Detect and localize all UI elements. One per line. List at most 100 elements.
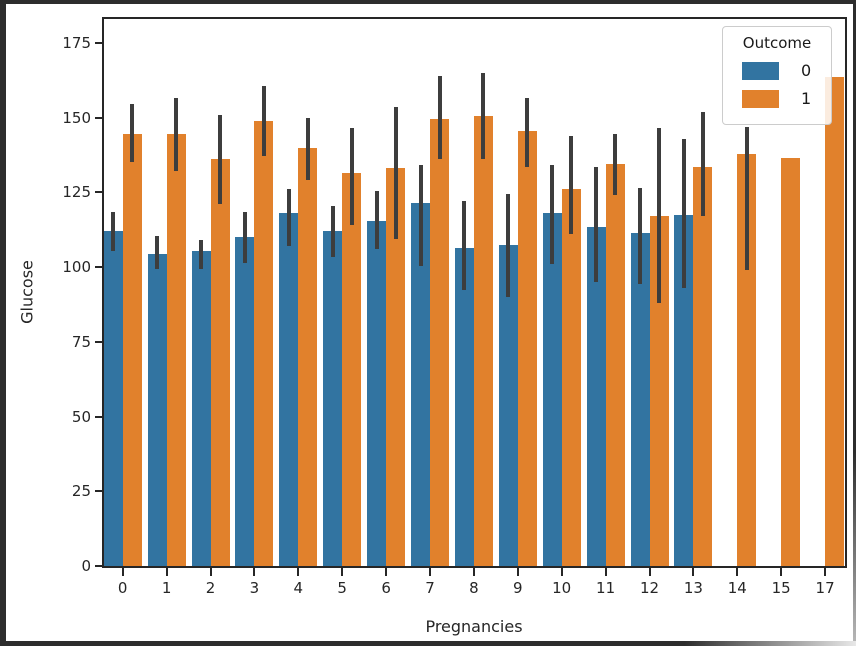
legend-swatch-1 bbox=[742, 89, 779, 108]
legend-title: Outcome bbox=[742, 34, 812, 52]
error-bar-outcome-1-pregnancies-11 bbox=[613, 134, 618, 196]
x-tick-label: 11 bbox=[596, 579, 616, 597]
error-bar-outcome-1-pregnancies-1 bbox=[174, 98, 179, 172]
x-tick-mark bbox=[165, 568, 168, 576]
x-tick-label: 10 bbox=[552, 579, 572, 597]
error-bar-outcome-1-pregnancies-9 bbox=[525, 98, 530, 167]
error-bar-outcome-0-pregnancies-1 bbox=[155, 235, 160, 269]
y-tick-label: 0 bbox=[81, 557, 91, 575]
x-tick-label: 2 bbox=[205, 579, 216, 597]
bar-outcome-0-pregnancies-4 bbox=[279, 213, 299, 566]
x-tick-mark bbox=[780, 568, 783, 576]
x-tick-mark bbox=[253, 568, 256, 576]
error-bar-outcome-0-pregnancies-8 bbox=[462, 201, 467, 290]
legend-entry-0: 0 bbox=[742, 61, 831, 80]
bar-outcome-1-pregnancies-13 bbox=[693, 166, 713, 566]
x-tick-label: 0 bbox=[117, 579, 128, 597]
bar-outcome-0-pregnancies-8 bbox=[454, 247, 474, 566]
y-tick-mark bbox=[95, 191, 102, 194]
error-bar-outcome-0-pregnancies-10 bbox=[550, 165, 555, 265]
bar-outcome-1-pregnancies-9 bbox=[517, 131, 537, 566]
x-tick-label: 15 bbox=[771, 579, 791, 597]
error-bar-outcome-1-pregnancies-3 bbox=[261, 86, 266, 157]
bar-outcome-1-pregnancies-3 bbox=[254, 120, 274, 566]
x-tick-label: 14 bbox=[727, 579, 747, 597]
legend-label-1: 1 bbox=[801, 89, 812, 108]
error-bar-outcome-1-pregnancies-0 bbox=[130, 104, 135, 163]
error-bar-outcome-0-pregnancies-4 bbox=[286, 189, 291, 247]
bar-outcome-0-pregnancies-5 bbox=[323, 231, 343, 566]
x-tick-label: 8 bbox=[469, 579, 479, 597]
bar-outcome-0-pregnancies-7 bbox=[411, 202, 430, 566]
bar-outcome-1-pregnancies-0 bbox=[122, 134, 142, 566]
x-tick-label: 7 bbox=[425, 579, 435, 597]
error-bar-outcome-1-pregnancies-10 bbox=[569, 135, 574, 235]
y-tick-label: 50 bbox=[71, 407, 91, 426]
error-bar-outcome-1-pregnancies-6 bbox=[393, 107, 398, 239]
error-bar-outcome-1-pregnancies-8 bbox=[481, 72, 486, 160]
bar-outcome-1-pregnancies-14 bbox=[737, 153, 757, 566]
y-tick-label: 75 bbox=[71, 332, 91, 351]
bar-outcome-1-pregnancies-5 bbox=[342, 172, 362, 566]
bar-outcome-0-pregnancies-3 bbox=[235, 237, 255, 566]
error-bar-outcome-1-pregnancies-13 bbox=[700, 111, 705, 217]
x-tick-mark bbox=[516, 568, 519, 576]
error-bar-outcome-0-pregnancies-5 bbox=[330, 205, 335, 257]
bar-outcome-0-pregnancies-1 bbox=[147, 253, 167, 566]
window-frame-bottom bbox=[0, 641, 856, 646]
error-bar-outcome-1-pregnancies-5 bbox=[349, 128, 354, 226]
bar-outcome-1-pregnancies-11 bbox=[605, 163, 625, 566]
x-tick-label: 12 bbox=[639, 579, 660, 597]
legend-label-0: 0 bbox=[801, 61, 812, 80]
bar-outcome-1-pregnancies-10 bbox=[561, 189, 581, 566]
error-bar-outcome-1-pregnancies-4 bbox=[305, 117, 310, 181]
error-bar-outcome-0-pregnancies-6 bbox=[374, 190, 379, 250]
y-tick-label: 125 bbox=[62, 183, 91, 202]
legend-entry-1: 1 bbox=[742, 89, 831, 108]
bar-outcome-1-pregnancies-15 bbox=[781, 157, 801, 566]
x-tick-label: 3 bbox=[249, 579, 260, 597]
y-tick-label: 25 bbox=[71, 482, 91, 501]
window-frame-left bbox=[0, 0, 6, 646]
x-tick-mark bbox=[472, 568, 475, 576]
bar-outcome-0-pregnancies-10 bbox=[542, 213, 562, 566]
x-tick-mark bbox=[560, 568, 563, 576]
y-axis-label: Glucose bbox=[17, 260, 37, 324]
x-tick-mark bbox=[604, 568, 607, 576]
x-tick-label: 6 bbox=[381, 579, 391, 597]
x-tick-mark bbox=[692, 568, 695, 576]
x-tick-mark bbox=[824, 568, 827, 576]
x-tick-label: 9 bbox=[513, 579, 523, 597]
y-tick-mark bbox=[95, 41, 102, 44]
y-tick-mark bbox=[95, 415, 102, 418]
error-bar-outcome-0-pregnancies-12 bbox=[638, 187, 642, 284]
bar-outcome-0-pregnancies-11 bbox=[586, 226, 606, 566]
y-tick-mark bbox=[95, 340, 102, 343]
x-tick-label: 13 bbox=[683, 579, 703, 597]
x-tick-mark bbox=[736, 568, 739, 576]
y-tick-label: 150 bbox=[62, 108, 91, 127]
error-bar-outcome-0-pregnancies-0 bbox=[111, 211, 116, 251]
error-bar-outcome-0-pregnancies-11 bbox=[594, 166, 599, 283]
x-tick-label: 17 bbox=[815, 579, 835, 597]
error-bar-outcome-0-pregnancies-9 bbox=[506, 193, 511, 297]
bar-outcome-1-pregnancies-4 bbox=[298, 147, 318, 566]
x-tick-mark bbox=[429, 568, 431, 576]
bar-outcome-1-pregnancies-7 bbox=[430, 119, 449, 566]
y-tick-label: 175 bbox=[62, 33, 91, 52]
bar-outcome-1-pregnancies-1 bbox=[166, 134, 186, 566]
x-axis-label: Pregnancies bbox=[425, 617, 523, 636]
bar-outcome-1-pregnancies-12 bbox=[649, 216, 669, 566]
bar-outcome-0-pregnancies-13 bbox=[674, 214, 694, 566]
x-tick-mark bbox=[385, 568, 388, 576]
error-bar-outcome-0-pregnancies-13 bbox=[681, 138, 686, 289]
x-tick-mark bbox=[297, 568, 300, 576]
bar-outcome-0-pregnancies-9 bbox=[498, 244, 518, 566]
x-tick-label: 4 bbox=[293, 579, 304, 597]
bar-outcome-0-pregnancies-6 bbox=[367, 220, 387, 566]
x-tick-mark bbox=[648, 568, 651, 576]
bar-outcome-1-pregnancies-6 bbox=[386, 168, 406, 566]
